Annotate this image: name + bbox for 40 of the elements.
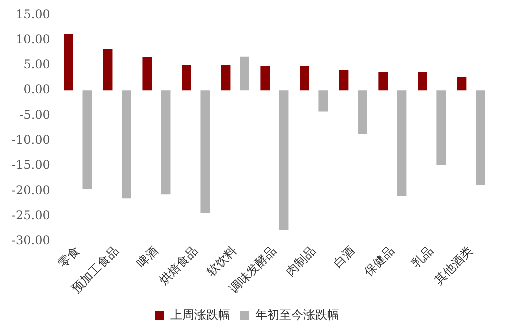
y-tick-label: 5.00 — [24, 58, 50, 72]
bar — [260, 66, 270, 91]
y-tick-label: -15.00 — [12, 158, 50, 172]
x-tick-label: 白酒 — [330, 244, 358, 271]
bar — [279, 90, 289, 230]
y-tick-label: 0.00 — [24, 82, 50, 97]
bar — [103, 49, 113, 91]
y-tick-label: -5.00 — [20, 108, 50, 122]
legend-label: 年初至今涨跌幅 — [256, 308, 340, 322]
bar — [436, 90, 446, 165]
bar — [221, 64, 231, 91]
bar — [358, 90, 368, 134]
bar — [82, 90, 92, 190]
bar — [397, 90, 407, 196]
bar — [378, 72, 388, 91]
bar — [64, 34, 74, 91]
bar — [339, 70, 349, 91]
y-tick-label: -10.00 — [12, 132, 50, 147]
y-tick-label: 15.00 — [16, 7, 50, 22]
x-tick-label: 零食 — [56, 244, 82, 271]
bar — [200, 90, 210, 214]
bar — [318, 90, 328, 112]
y-tick-label: -30.00 — [12, 234, 50, 248]
y-tick-label: -20.00 — [12, 183, 50, 198]
x-tick-label: 乳品 — [409, 244, 436, 271]
bar — [476, 90, 486, 186]
bar — [161, 90, 171, 195]
bar — [418, 72, 428, 91]
legend-label: 上周涨跌幅 — [170, 308, 230, 322]
bar — [122, 90, 132, 199]
x-tick-label: 肉制品 — [283, 244, 318, 280]
bar — [240, 56, 250, 91]
y-tick-label: -25.00 — [12, 208, 50, 222]
bar — [300, 66, 310, 91]
y-tick-label: 10.00 — [16, 32, 50, 46]
bar — [142, 57, 152, 91]
bar — [457, 78, 467, 91]
x-tick-label: 保健品 — [362, 244, 398, 280]
x-tick-label: 啤酒 — [134, 244, 162, 271]
bar — [182, 64, 192, 91]
